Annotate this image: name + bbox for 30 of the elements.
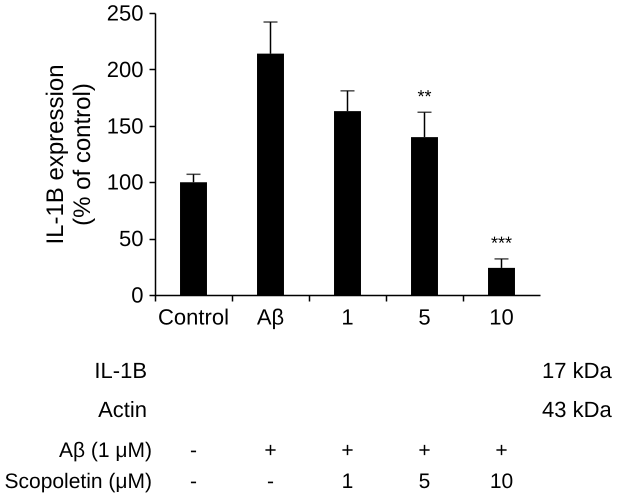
x-tick-label: Aβ bbox=[256, 304, 284, 330]
text: 10 bbox=[490, 470, 514, 493]
text: Scopoletin (μM) bbox=[4, 470, 152, 493]
annotation: *** bbox=[490, 232, 512, 253]
text: Aβ (1 μM) bbox=[58, 439, 152, 462]
text: - bbox=[267, 470, 274, 493]
x-tick-label: 5 bbox=[418, 304, 431, 330]
y-tick-label: 200 bbox=[106, 56, 144, 82]
text: 43 kDa bbox=[542, 397, 612, 422]
y-tick-label: 50 bbox=[119, 226, 144, 252]
text: 1 bbox=[342, 470, 354, 493]
y-axis-title: IL-1B expression (% of control) bbox=[42, 64, 96, 245]
text: + bbox=[495, 439, 508, 462]
x-tick-label: Control bbox=[158, 304, 229, 330]
y-tick-label: 250 bbox=[106, 0, 144, 26]
text: 17 kDa bbox=[542, 358, 612, 383]
y-tick-label: 100 bbox=[106, 170, 144, 195]
annotation: ** bbox=[417, 86, 432, 106]
text: IL-1B bbox=[94, 358, 147, 383]
text: - bbox=[190, 439, 197, 462]
y-tick-label: 150 bbox=[106, 113, 144, 138]
x-tick-label: 10 bbox=[489, 304, 514, 330]
x-tick-label: 1 bbox=[341, 304, 354, 330]
text: Actin bbox=[98, 397, 147, 422]
text: + bbox=[418, 439, 431, 462]
y-tick-label: 0 bbox=[131, 282, 144, 308]
text: + bbox=[341, 439, 354, 462]
text: 5 bbox=[418, 470, 430, 493]
text: - bbox=[190, 470, 197, 493]
text: + bbox=[264, 439, 277, 462]
